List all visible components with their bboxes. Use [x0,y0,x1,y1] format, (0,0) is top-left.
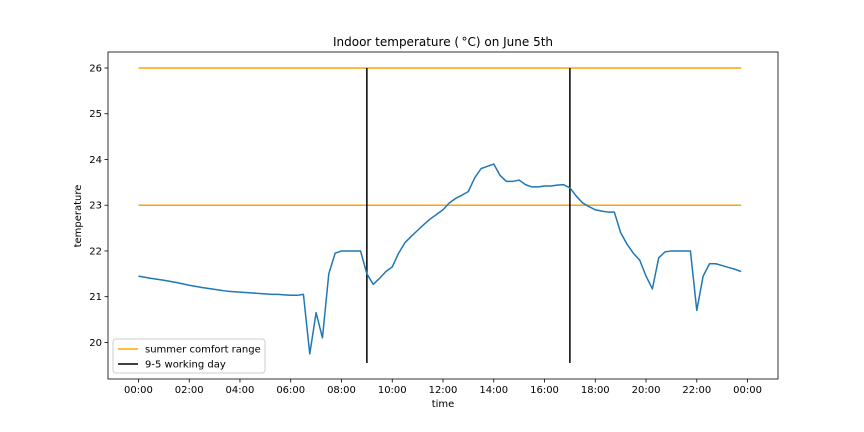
y-tick-label: 22 [89,246,102,257]
x-tick-label: 22:00 [682,385,711,396]
x-tick-label: 06:00 [276,385,305,396]
y-tick-label: 25 [89,109,102,120]
temperature-series-line [138,163,742,355]
legend-label-working-day: 9-5 working day [145,360,226,371]
y-tick-label: 21 [89,292,102,303]
x-tick-label: 12:00 [429,385,458,396]
x-tick-label: 00:00 [733,385,762,396]
x-tick-label: 04:00 [226,385,255,396]
y-tick-label: 26 [89,64,102,75]
x-axis-label: time [432,399,455,410]
x-tick-label: 16:00 [530,385,559,396]
x-tick-label: 08:00 [327,385,356,396]
chart-title: Indoor temperature ( °C) on June 5th [333,35,553,49]
x-tick-label: 20:00 [632,385,661,396]
x-tick-label: 10:00 [378,385,407,396]
x-tick-label: 14:00 [479,385,508,396]
legend: summer comfort range 9-5 working day [112,338,266,374]
x-tick-label: 00:00 [124,385,153,396]
legend-box [112,338,266,374]
x-tick-label: 18:00 [581,385,610,396]
y-tick-label: 23 [89,201,102,212]
legend-label-comfort-range: summer comfort range [145,345,261,356]
y-tick-label: 20 [89,338,102,349]
x-tick-label: 02:00 [175,385,204,396]
plot-area: 00:00 02:00 04:00 06:00 08:00 10:00 12:00 14:00… [89,51,779,396]
y-tick-label: 24 [89,155,102,166]
y-axis-label: temperature [73,185,84,248]
